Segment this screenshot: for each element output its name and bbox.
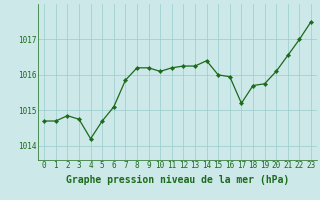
X-axis label: Graphe pression niveau de la mer (hPa): Graphe pression niveau de la mer (hPa) bbox=[66, 175, 289, 185]
